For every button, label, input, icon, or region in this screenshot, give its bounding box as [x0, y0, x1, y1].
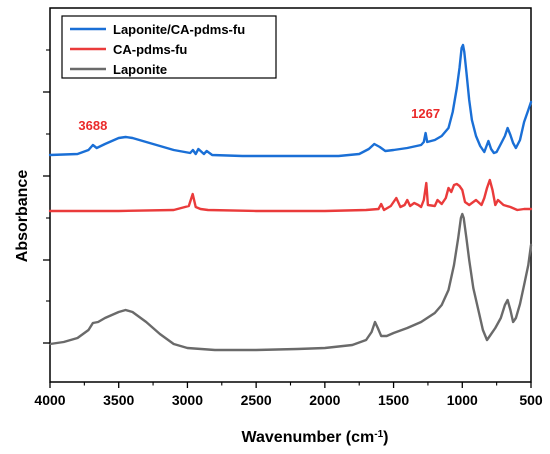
x-tick-label: 4000: [34, 392, 65, 408]
legend-label: CA-pdms-fu: [113, 42, 187, 57]
x-axis-title-superscript: -1: [374, 429, 383, 440]
x-tick-label: 2000: [309, 392, 340, 408]
y-axis-ticks: [43, 49, 50, 344]
peak-annotation: 3688: [78, 118, 107, 133]
x-axis-title: Wavenumber (cm-1): [241, 429, 388, 447]
legend-label: Laponite/CA-pdms-fu: [113, 22, 245, 37]
series-line-1: [48, 43, 533, 158]
peak-annotation: 1267: [411, 106, 440, 121]
x-tick-label: 1000: [447, 392, 478, 408]
y-axis-title: Absorbance: [14, 170, 31, 263]
legend-label: Laponite: [113, 62, 167, 77]
series-line-2: [48, 178, 533, 213]
x-axis-title-close: ): [383, 429, 388, 446]
annotations: 3688 1267: [78, 106, 440, 133]
x-tick-label: 2500: [241, 392, 272, 408]
x-tick-label: 3000: [172, 392, 203, 408]
x-tick-label: 500: [519, 392, 543, 408]
series-lines: [48, 43, 533, 352]
series-line-3: [48, 212, 533, 352]
legend-box: [61, 15, 277, 79]
legend: Laponite/CA-pdms-fu CA-pdms-fu Laponite: [61, 15, 277, 79]
x-tick-label: 3500: [103, 392, 134, 408]
x-axis-ticks: 4000 3500 3000 2500 2000 1500 1000 500: [34, 382, 543, 408]
x-tick-label: 1500: [378, 392, 409, 408]
x-axis-title-main: Wavenumber (cm: [241, 429, 374, 446]
